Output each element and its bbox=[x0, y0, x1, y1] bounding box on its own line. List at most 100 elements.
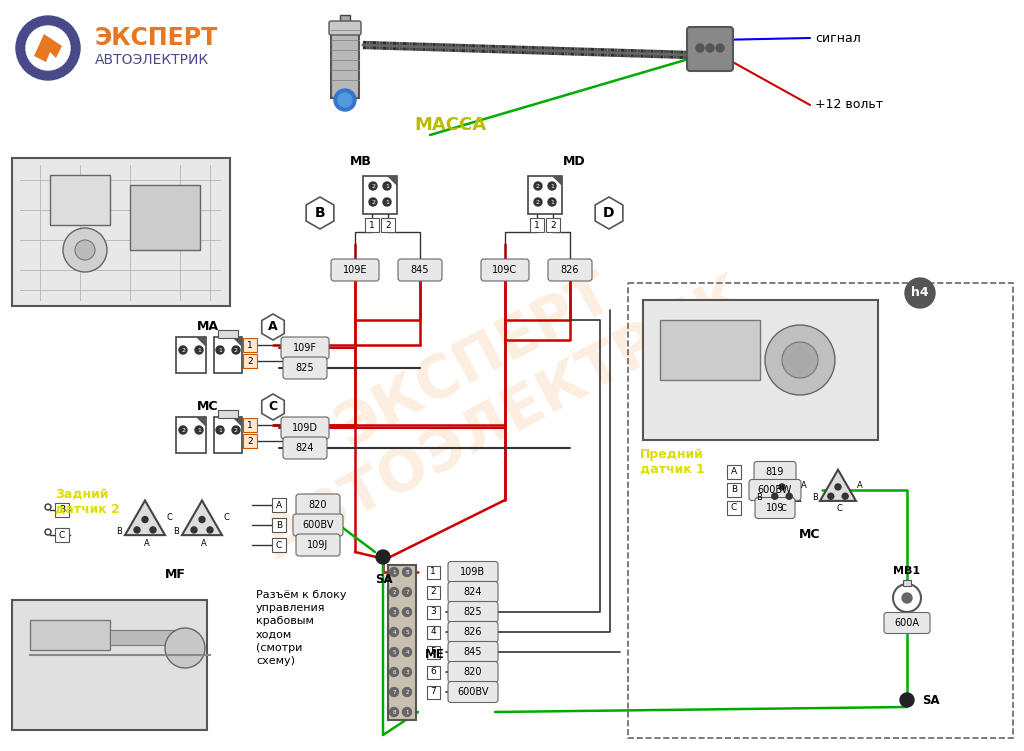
Text: C: C bbox=[837, 504, 843, 513]
Text: 820: 820 bbox=[309, 500, 328, 510]
Bar bbox=[218, 410, 238, 418]
Bar bbox=[243, 434, 257, 448]
Text: 824: 824 bbox=[296, 443, 314, 453]
Circle shape bbox=[142, 517, 148, 523]
Text: A: A bbox=[201, 539, 207, 548]
Circle shape bbox=[534, 198, 542, 206]
Text: 2: 2 bbox=[234, 427, 238, 433]
Circle shape bbox=[402, 687, 412, 696]
Circle shape bbox=[376, 550, 390, 564]
Text: A: A bbox=[801, 481, 807, 490]
Bar bbox=[643, 300, 878, 440]
Text: MC: MC bbox=[198, 400, 219, 414]
Circle shape bbox=[772, 493, 778, 499]
Text: Предний
датчик 1: Предний датчик 1 bbox=[640, 448, 705, 476]
FancyBboxPatch shape bbox=[449, 641, 498, 662]
Circle shape bbox=[216, 426, 224, 434]
Text: 845: 845 bbox=[411, 265, 429, 275]
Bar bbox=[381, 218, 395, 232]
Circle shape bbox=[216, 346, 224, 354]
Circle shape bbox=[63, 228, 106, 272]
Text: 2: 2 bbox=[371, 183, 375, 189]
Circle shape bbox=[706, 44, 714, 52]
Text: 1: 1 bbox=[247, 340, 253, 349]
Text: 819: 819 bbox=[766, 467, 784, 477]
Polygon shape bbox=[820, 469, 856, 501]
Bar bbox=[12, 600, 207, 730]
FancyBboxPatch shape bbox=[293, 514, 343, 536]
Text: 3: 3 bbox=[406, 669, 409, 674]
Text: MD: MD bbox=[563, 155, 586, 168]
Circle shape bbox=[179, 346, 187, 354]
Circle shape bbox=[402, 707, 412, 716]
Bar bbox=[30, 620, 110, 650]
Circle shape bbox=[179, 426, 187, 434]
Bar bbox=[110, 630, 190, 645]
Text: 1: 1 bbox=[218, 427, 222, 433]
Circle shape bbox=[232, 426, 240, 434]
Bar bbox=[427, 686, 439, 698]
Text: 1: 1 bbox=[550, 200, 554, 204]
Circle shape bbox=[548, 182, 556, 190]
Text: 825: 825 bbox=[464, 607, 482, 617]
Text: 6: 6 bbox=[406, 610, 409, 614]
Text: 2: 2 bbox=[181, 427, 185, 433]
Text: 4: 4 bbox=[406, 650, 409, 655]
Bar bbox=[243, 418, 257, 432]
Text: 600BV: 600BV bbox=[302, 520, 334, 530]
Circle shape bbox=[893, 584, 921, 612]
Text: D: D bbox=[603, 206, 614, 220]
Text: 1: 1 bbox=[369, 221, 375, 230]
Bar bbox=[628, 283, 1013, 738]
Circle shape bbox=[534, 182, 542, 190]
Bar bbox=[272, 518, 286, 532]
Text: +12 вольт: +12 вольт bbox=[815, 98, 883, 111]
Circle shape bbox=[782, 342, 818, 378]
Circle shape bbox=[389, 668, 398, 677]
Text: 7: 7 bbox=[392, 689, 395, 695]
FancyBboxPatch shape bbox=[481, 259, 529, 281]
Text: 2: 2 bbox=[406, 689, 409, 695]
Text: 1: 1 bbox=[197, 427, 201, 433]
Circle shape bbox=[696, 44, 705, 52]
Polygon shape bbox=[595, 197, 623, 229]
Text: 2: 2 bbox=[550, 221, 556, 230]
Bar bbox=[55, 503, 69, 517]
Bar bbox=[243, 338, 257, 352]
Circle shape bbox=[842, 493, 848, 499]
Circle shape bbox=[389, 608, 398, 617]
Text: 600BV: 600BV bbox=[458, 687, 488, 697]
Text: C: C bbox=[275, 541, 283, 550]
Text: A: A bbox=[731, 468, 737, 476]
Bar bbox=[365, 218, 379, 232]
Text: B: B bbox=[59, 505, 66, 514]
FancyBboxPatch shape bbox=[449, 602, 498, 623]
Circle shape bbox=[765, 325, 835, 395]
FancyBboxPatch shape bbox=[449, 662, 498, 683]
Circle shape bbox=[195, 346, 203, 354]
Text: 8: 8 bbox=[406, 569, 409, 575]
Text: 6: 6 bbox=[392, 669, 395, 674]
Text: SA: SA bbox=[922, 693, 940, 707]
Text: SA: SA bbox=[375, 573, 393, 586]
Bar bbox=[214, 337, 242, 373]
Circle shape bbox=[389, 628, 398, 637]
Text: сигнал: сигнал bbox=[815, 32, 861, 44]
Text: 1: 1 bbox=[550, 183, 554, 189]
Text: 825: 825 bbox=[296, 363, 314, 373]
Text: 4: 4 bbox=[392, 629, 395, 635]
Text: Разъём к блоку
управления
крабовым
ходом
(смотри
схему): Разъём к блоку управления крабовым ходом… bbox=[256, 590, 346, 666]
Text: АВТОЭЛЕКТРИК: АВТОЭЛЕКТРИК bbox=[95, 53, 209, 67]
Text: C: C bbox=[781, 504, 786, 513]
Circle shape bbox=[150, 527, 156, 533]
FancyBboxPatch shape bbox=[754, 462, 796, 482]
Polygon shape bbox=[182, 500, 222, 535]
Text: 109J: 109J bbox=[307, 540, 329, 550]
Circle shape bbox=[902, 593, 912, 603]
Circle shape bbox=[369, 182, 377, 190]
FancyBboxPatch shape bbox=[749, 479, 801, 500]
Circle shape bbox=[827, 493, 834, 499]
FancyBboxPatch shape bbox=[449, 581, 498, 602]
Bar bbox=[660, 320, 760, 380]
Circle shape bbox=[716, 44, 724, 52]
